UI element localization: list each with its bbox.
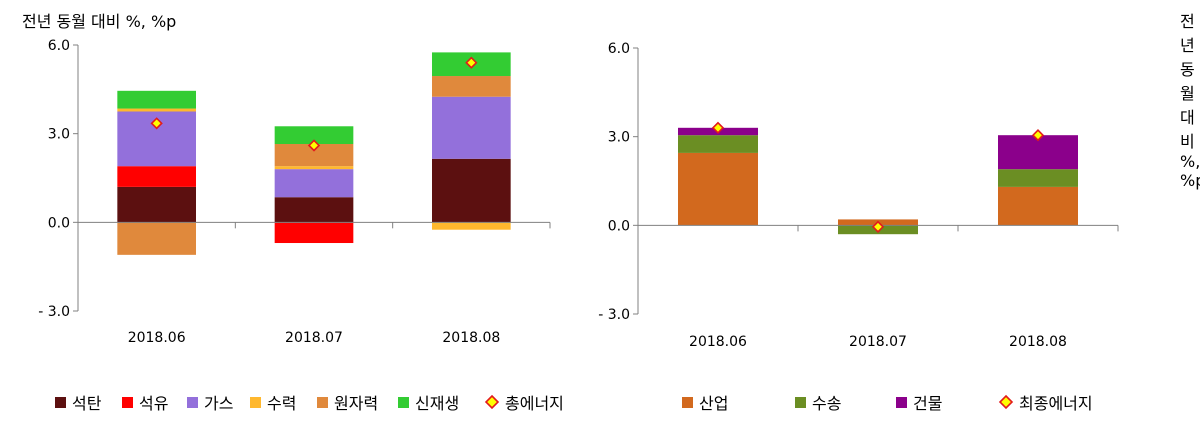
legend-label: 수송 <box>812 394 842 413</box>
chart-left-plot: 6.0 3.0 0.0 - 3.0 2018.06 2018.07 2018.08 <box>38 38 551 346</box>
bar-segment-left-3-2 <box>432 222 511 230</box>
bar-segment-left-5-0 <box>117 90 196 109</box>
y-tick-label: 6.0 <box>48 38 70 54</box>
y-tick-label: 6.0 <box>608 41 630 57</box>
x-category-label: 2018.07 <box>849 334 907 350</box>
legend-swatch <box>398 396 409 408</box>
total-marker-0 <box>711 121 725 134</box>
bar-segment-left-1-0 <box>117 166 196 187</box>
legend-label: 총에너지 <box>505 394 564 413</box>
bar-segment-right-0-0 <box>678 152 758 226</box>
x-category-label: 2018.08 <box>1009 334 1067 350</box>
y-tick-label: 3.0 <box>608 130 630 146</box>
legend-item: 최종에너지 <box>998 390 1093 414</box>
x-category-label: 2018.06 <box>689 334 747 350</box>
legend-item: 건물 <box>896 390 942 414</box>
legend-label: 신재생 <box>415 394 460 413</box>
legend-swatch <box>896 396 907 408</box>
total-marker-1 <box>307 139 321 152</box>
legend-swatch <box>250 396 261 408</box>
legend-label: 가스 <box>204 394 234 413</box>
legend-label: 석유 <box>139 394 169 413</box>
chart-panel-left: 전년 동월 대비 %, %p 6.0 3.0 0.0 - 3.0 2018.06 2018… <box>22 12 564 414</box>
bar-segment-left-0-0 <box>117 186 196 223</box>
legend-item: 수력 <box>250 390 296 414</box>
legend-swatch <box>317 396 328 408</box>
bar-segment-right-1-2 <box>998 169 1078 187</box>
legend-label: 수력 <box>267 394 297 413</box>
legend-swatch <box>795 396 806 408</box>
bar-segment-left-2-2 <box>432 96 511 159</box>
legend-swatch <box>55 396 66 408</box>
legend-label: 최종에너지 <box>1019 394 1093 413</box>
y-tick-label: - 3.0 <box>598 307 630 323</box>
legend-item: 원자력 <box>317 390 378 414</box>
bar-segment-left-0-1 <box>274 197 354 223</box>
legend-label: 산업 <box>699 394 729 413</box>
y-tick-label: 3.0 <box>48 127 70 143</box>
bar-segment-left-1-1 <box>274 222 354 244</box>
legend-item: 신재생 <box>398 390 459 414</box>
bar-segment-left-4-0 <box>117 222 196 255</box>
y-tick-label: 0.0 <box>608 218 630 234</box>
total-marker-0 <box>150 117 163 130</box>
legend-item: 수송 <box>795 390 841 414</box>
bar-segment-left-4-1 <box>274 144 354 167</box>
bar-segment-right-1-0 <box>678 135 758 153</box>
total-marker-2 <box>465 56 478 69</box>
legend-item: 석유 <box>122 390 168 414</box>
legend-item: 산업 <box>682 390 728 414</box>
y-tick-label: - 3.0 <box>38 304 70 320</box>
bar-segment-left-5-1 <box>274 126 354 145</box>
x-category-label: 2018.06 <box>128 330 186 346</box>
legend-swatch <box>187 396 198 408</box>
bar-segment-left-3-1 <box>274 166 354 170</box>
bar-segment-right-0-2 <box>998 186 1078 226</box>
legend-label: 석탄 <box>72 394 102 413</box>
legend-swatch <box>122 396 133 408</box>
legend-label: 원자력 <box>334 394 379 413</box>
legend-item: 가스 <box>187 390 233 414</box>
bar-segment-left-0-2 <box>432 158 511 223</box>
chart-panel-right: 전년 동월 대비 %, %p 6.0 3.0 0.0 - 3.0 2018.06 2018… <box>598 0 1200 426</box>
x-category-label: 2018.08 <box>442 330 500 346</box>
unit-label-left: 전년 동월 대비 %, %p <box>22 12 177 31</box>
y-tick-label: 0.0 <box>48 215 70 231</box>
x-category-label: 2018.07 <box>285 330 343 346</box>
legend-diamond-icon <box>998 394 1014 410</box>
bar-segment-left-3-0 <box>117 108 196 112</box>
total-marker-1 <box>871 220 885 233</box>
legend-label: 건물 <box>913 394 943 413</box>
legend-item: 총에너지 <box>484 390 564 414</box>
bar-segment-left-2-1 <box>274 169 354 198</box>
unit-label-right: 전년 동월 대비 %, %p <box>1180 12 1200 190</box>
total-marker-2 <box>1031 129 1045 142</box>
legend-swatch <box>682 396 693 408</box>
legend-diamond-icon <box>484 394 500 410</box>
chart-right-plot: 6.0 3.0 0.0 - 3.0 2018.06 2018.07 2018.08 <box>598 41 1119 350</box>
legend-item: 석탄 <box>55 390 101 414</box>
bar-segment-left-4-2 <box>432 76 511 97</box>
